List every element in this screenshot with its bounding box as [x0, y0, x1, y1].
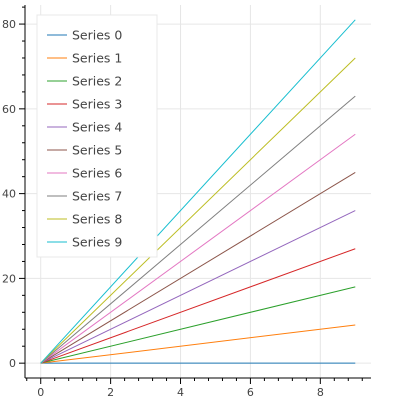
- legend-label-0: Series 0: [72, 28, 122, 43]
- legend-label-6: Series 6: [72, 166, 122, 181]
- y-tick-label: 0: [9, 357, 16, 370]
- legend-label-7: Series 7: [72, 189, 122, 204]
- series-line-4: [40, 210, 356, 364]
- series-line-7: [40, 95, 356, 364]
- series-line-5: [40, 172, 356, 364]
- y-tick-label: 60: [2, 103, 16, 116]
- series-line-6: [40, 133, 356, 364]
- x-tick-label: 6: [247, 386, 254, 399]
- legend-label-4: Series 4: [72, 120, 122, 135]
- legend: Series 0 Series 1 Series 2 Series 3 Series 4…: [36, 14, 158, 258]
- x-tick-label: 8: [317, 386, 324, 399]
- series-line-8: [40, 57, 356, 364]
- legend-label-1: Series 1: [72, 51, 122, 66]
- legend-box: [36, 14, 158, 258]
- legend-label-9: Series 9: [72, 235, 122, 250]
- series-line-1: [40, 324, 356, 364]
- y-tick-label: 40: [2, 188, 16, 201]
- x-tick-label: 0: [37, 386, 44, 399]
- legend-label-5: Series 5: [72, 143, 122, 158]
- series-lines: [40, 19, 356, 364]
- series-line-2: [40, 286, 356, 364]
- legend-label-3: Series 3: [72, 97, 122, 112]
- y-tick-label: 80: [2, 18, 16, 31]
- y-tick-label: 20: [2, 272, 16, 285]
- x-tick-label: 2: [107, 386, 114, 399]
- legend-label-2: Series 2: [72, 74, 122, 89]
- series-line-3: [40, 248, 356, 364]
- legend-label-8: Series 8: [72, 212, 122, 227]
- x-tick-label: 4: [177, 386, 184, 399]
- series-line-9: [40, 19, 356, 364]
